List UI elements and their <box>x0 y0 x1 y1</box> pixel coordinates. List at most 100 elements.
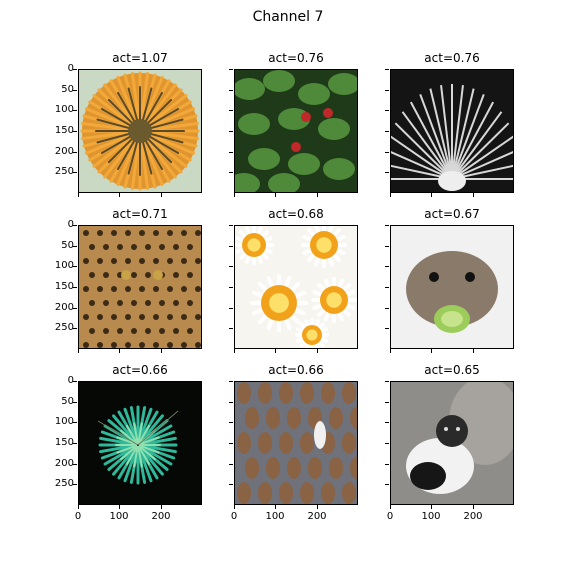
y-tick-label: 100 <box>54 104 74 115</box>
y-tick <box>385 246 389 247</box>
y-tick-label: 250 <box>54 166 74 177</box>
y-tick <box>229 484 233 485</box>
y-tick <box>73 110 77 111</box>
panel-title: act=0.65 <box>424 363 480 377</box>
y-tick <box>229 90 233 91</box>
x-tick <box>431 505 432 509</box>
y-tick <box>385 443 389 444</box>
y-tick <box>73 422 77 423</box>
y-tick <box>229 328 233 329</box>
y-tick <box>385 287 389 288</box>
y-tick <box>229 287 233 288</box>
x-tick <box>234 193 235 197</box>
y-tick <box>229 266 233 267</box>
image-panel: act=0.68 <box>229 207 358 353</box>
image-panel: act=0.66 0 50 100 150 200 250 0 100 200 <box>55 363 202 522</box>
y-tick-label: 50 <box>61 240 74 251</box>
y-tick <box>73 246 77 247</box>
x-tick-label: 0 <box>230 511 238 522</box>
y-tick-label: 150 <box>54 281 74 292</box>
panel-image <box>390 225 514 349</box>
x-tick-label: 200 <box>307 511 327 522</box>
x-tick <box>161 505 162 509</box>
panel-title: act=1.07 <box>112 51 168 65</box>
y-tick <box>385 484 389 485</box>
image-panel: act=0.71 0 50 100 150 200 250 <box>55 207 202 353</box>
panel-image <box>78 381 202 505</box>
king-penguins-image <box>235 382 357 504</box>
x-tick <box>234 505 235 509</box>
x-tick-label: 0 <box>386 511 394 522</box>
x-tick <box>78 505 79 509</box>
y-tick <box>229 246 233 247</box>
y-tick <box>385 69 389 70</box>
y-tick-label: 0 <box>67 219 74 230</box>
y-tick-label: 0 <box>67 375 74 386</box>
y-tick-label: 150 <box>54 437 74 448</box>
y-tick <box>385 225 389 226</box>
y-tick <box>385 90 389 91</box>
y-tick <box>229 110 233 111</box>
x-tick <box>275 349 276 353</box>
y-tick <box>73 484 77 485</box>
panel-title: act=0.66 <box>112 363 168 377</box>
y-tick <box>385 308 389 309</box>
panel-image <box>78 225 202 349</box>
y-tick-label: 100 <box>54 260 74 271</box>
y-tick <box>385 464 389 465</box>
x-tick <box>161 349 162 353</box>
x-tick <box>473 193 474 197</box>
y-tick <box>385 422 389 423</box>
y-tick <box>73 287 77 288</box>
image-panel: act=1.07 0 50 100 150 200 250 <box>55 51 202 197</box>
x-tick <box>234 349 235 353</box>
y-tick-label: 150 <box>54 125 74 136</box>
y-tick-label: 0 <box>67 63 74 74</box>
strawberry-plant-image <box>235 70 357 192</box>
y-tick-label: 50 <box>61 396 74 407</box>
leopard-image <box>79 226 201 348</box>
x-tick <box>275 505 276 509</box>
image-panel: act=0.65 0 100 200 <box>385 363 514 522</box>
panel-title: act=0.66 <box>268 363 324 377</box>
y-tick <box>73 328 77 329</box>
x-tick <box>317 349 318 353</box>
x-tick <box>390 349 391 353</box>
figure-title: Channel 7 <box>252 9 324 25</box>
x-tick-label: 100 <box>265 511 285 522</box>
y-tick <box>229 464 233 465</box>
cat-and-kitten-image <box>391 382 513 504</box>
x-tick-label: 0 <box>74 511 82 522</box>
x-tick <box>317 505 318 509</box>
y-tick <box>229 172 233 173</box>
y-tick <box>73 131 77 132</box>
hamster-with-cucumber-image <box>391 226 513 348</box>
y-tick <box>73 402 77 403</box>
panel-image <box>78 69 202 193</box>
y-tick <box>385 172 389 173</box>
x-tick <box>431 193 432 197</box>
y-tick-label: 250 <box>54 322 74 333</box>
y-tick <box>229 402 233 403</box>
x-tick <box>275 193 276 197</box>
x-tick <box>390 505 391 509</box>
y-tick <box>385 328 389 329</box>
y-tick <box>73 381 77 382</box>
panel-image <box>390 381 514 505</box>
y-tick <box>385 131 389 132</box>
x-tick <box>78 349 79 353</box>
panel-title: act=0.76 <box>424 51 480 65</box>
daisies-image <box>235 226 357 348</box>
y-tick-label: 200 <box>54 302 74 313</box>
y-tick-label: 200 <box>54 458 74 469</box>
y-tick <box>73 464 77 465</box>
panel-image <box>390 69 514 193</box>
x-tick <box>119 349 120 353</box>
panel-image <box>234 381 358 505</box>
orange-spiky-flower-image <box>79 70 201 192</box>
panel-title: act=0.71 <box>112 207 168 221</box>
x-tick <box>78 193 79 197</box>
y-tick <box>385 110 389 111</box>
panel-image <box>234 225 358 349</box>
y-tick <box>229 422 233 423</box>
